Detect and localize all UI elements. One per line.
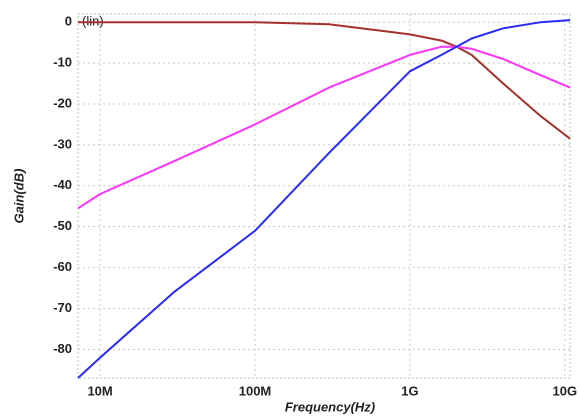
annotation: (lin)	[82, 13, 104, 28]
x-axis-label: Frequency(Hz)	[285, 399, 375, 414]
x-tick-label: 10G	[553, 383, 578, 398]
y-tick-label: -80	[53, 341, 72, 356]
y-tick-label: -10	[53, 55, 72, 70]
x-tick-label: 100M	[239, 383, 272, 398]
y-tick-label: -50	[53, 218, 72, 233]
series-line	[77, 19, 571, 379]
series-line	[78, 21, 571, 140]
series-line	[77, 45, 571, 210]
y-tick-label: -70	[53, 300, 72, 315]
x-tick-label: 10M	[87, 383, 112, 398]
plot-area	[77, 13, 571, 379]
y-axis-label: Gain(dB)	[11, 169, 26, 224]
y-tick-label: -40	[53, 177, 72, 192]
y-tick-label: -20	[53, 95, 72, 110]
y-tick-label: -30	[53, 136, 72, 151]
x-tick-label: 1G	[401, 383, 418, 398]
y-tick-label: 0	[65, 14, 72, 29]
y-tick-label: -60	[53, 259, 72, 274]
